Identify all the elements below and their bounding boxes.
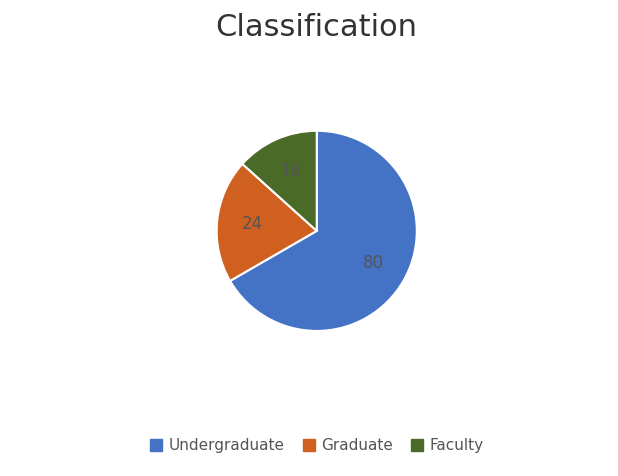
Text: 24: 24	[242, 215, 263, 233]
Text: 16: 16	[280, 162, 301, 180]
Wedge shape	[217, 164, 317, 281]
Title: Classification: Classification	[216, 13, 418, 42]
Text: 80: 80	[363, 254, 384, 272]
Legend: Undergraduate, Graduate, Faculty: Undergraduate, Graduate, Faculty	[144, 432, 489, 459]
Wedge shape	[242, 131, 317, 231]
Wedge shape	[230, 131, 417, 331]
